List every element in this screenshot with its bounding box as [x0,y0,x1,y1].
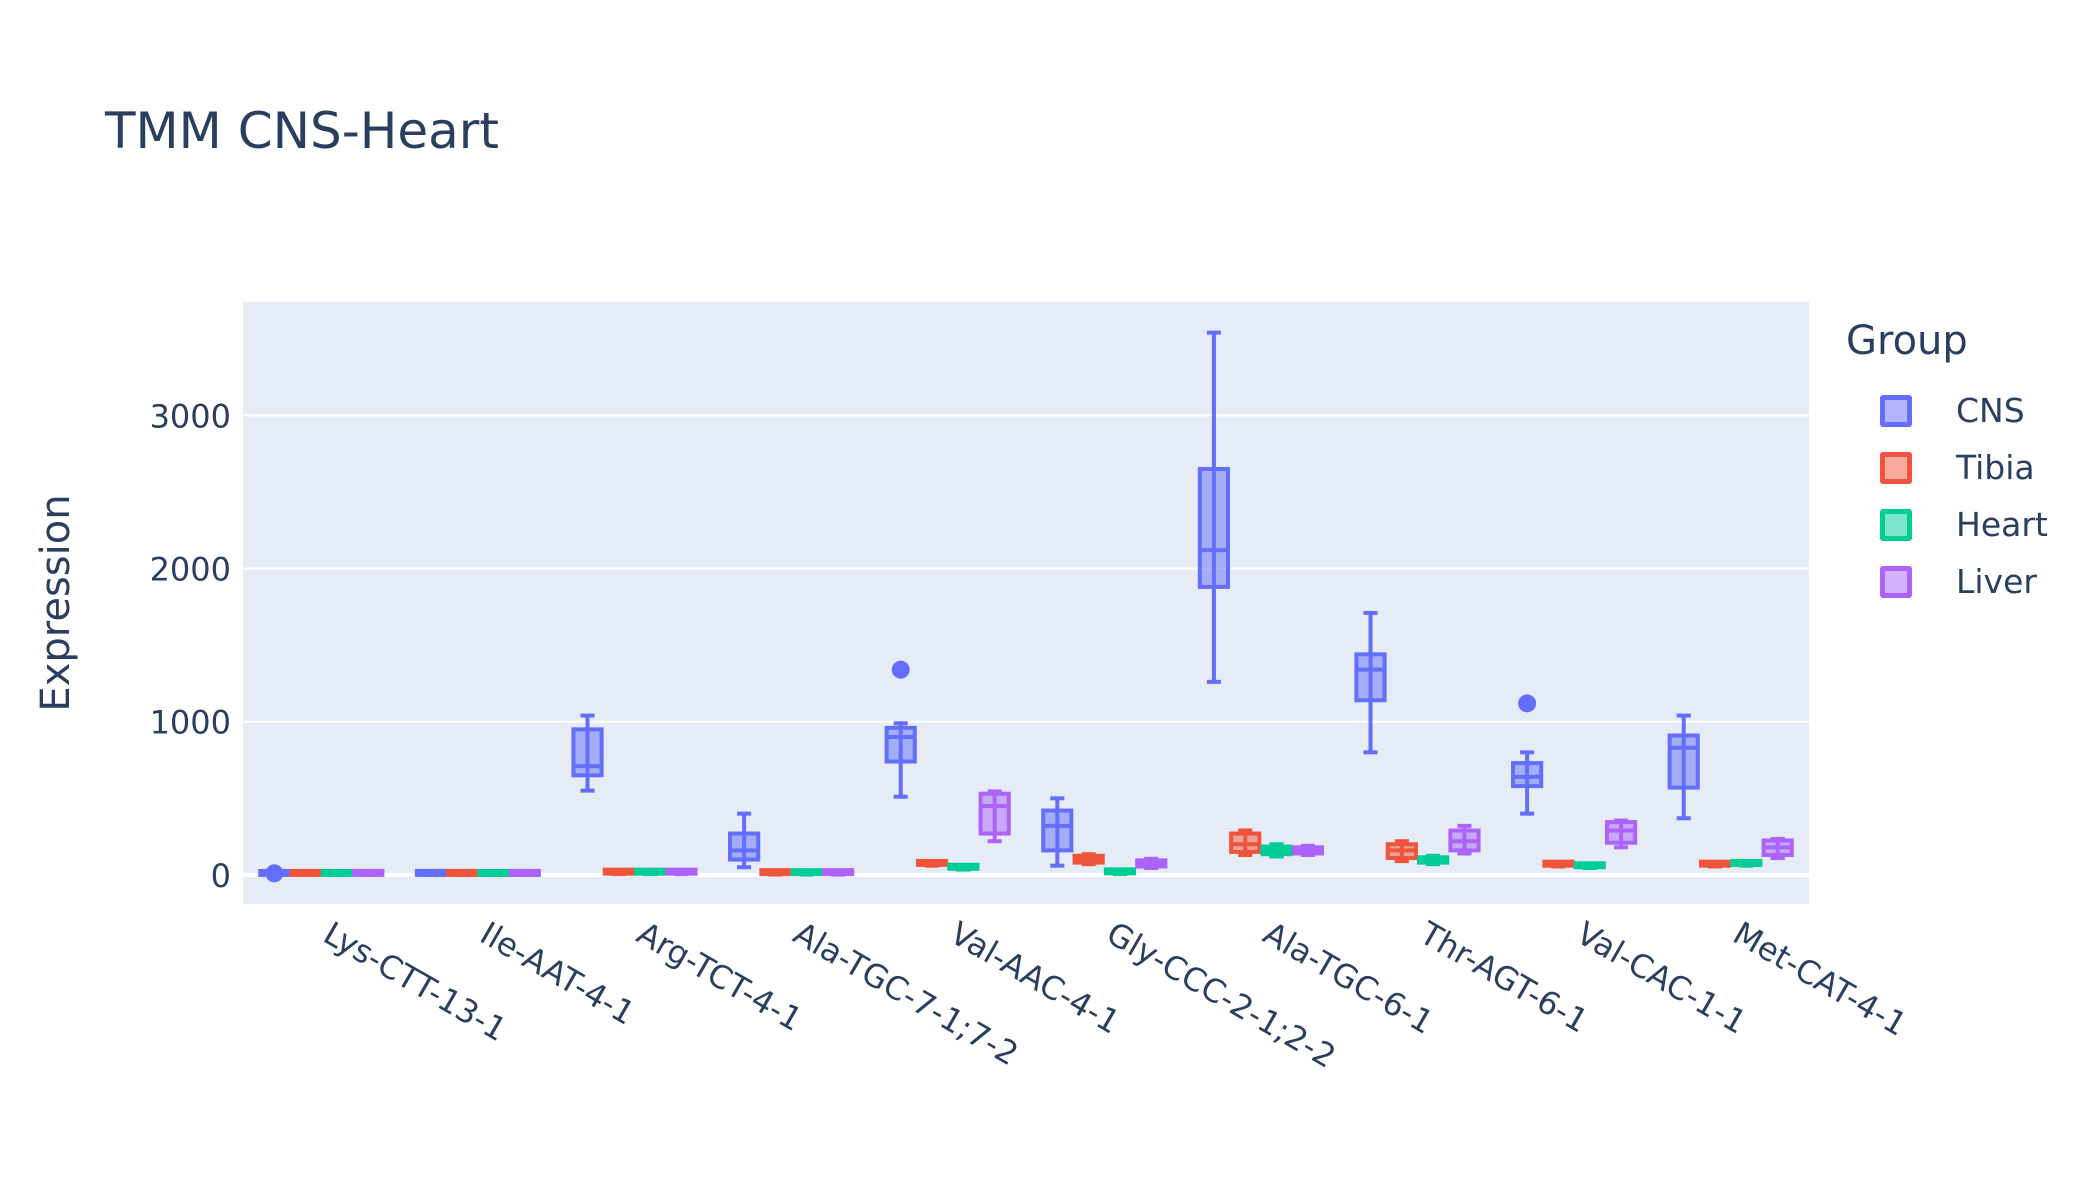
legend-swatch-liver [1880,565,1912,598]
legend-label-heart: Heart [1956,505,2048,544]
y-tick-label: 1000 [150,704,231,742]
x-tick-label: Met-CAT-4-1 [1727,914,1914,1044]
box-cns [1197,466,1231,589]
box-cns [1041,808,1074,853]
y-tick-label: 3000 [150,397,231,435]
box-cns [1511,761,1544,789]
plot-area [243,302,1809,904]
box-cns [728,831,761,862]
legend: Group CNS Tibia Heart Liver [1846,318,2048,610]
outlier-point [265,864,284,883]
box-cns [571,727,604,778]
box-liver [978,791,1011,836]
x-tick-label: Thr-AGT-6-1 [1413,914,1595,1041]
legend-label-liver: Liver [1956,562,2037,601]
x-tick-label: Arg-TCT-4-1 [631,914,809,1039]
outlier-point [891,660,910,679]
legend-swatch-tibia [1880,451,1912,484]
legend-item-heart[interactable]: Heart [1846,496,2048,553]
box-cns [884,725,917,764]
legend-item-liver[interactable]: Liver [1846,553,2048,610]
legend-label-cns: CNS [1956,391,2025,430]
legend-item-tibia[interactable]: Tibia [1846,439,2048,496]
y-axis-label: Expression [33,494,79,712]
y-tick-label: 2000 [150,551,231,589]
box-cns [1667,733,1700,790]
outlier-point [1518,694,1537,713]
box-cns [1354,652,1387,703]
legend-item-cns[interactable]: CNS [1846,382,2048,439]
x-tick-label: Val-CAC-1-1 [1570,914,1753,1042]
legend-title: Group [1846,318,1968,364]
legend-swatch-cns [1880,394,1912,427]
y-tick-label: 0 [211,857,231,895]
chart-title: TMM CNS-Heart [105,102,499,160]
legend-label-tibia: Tibia [1956,448,2035,487]
legend-swatch-heart [1880,508,1912,541]
